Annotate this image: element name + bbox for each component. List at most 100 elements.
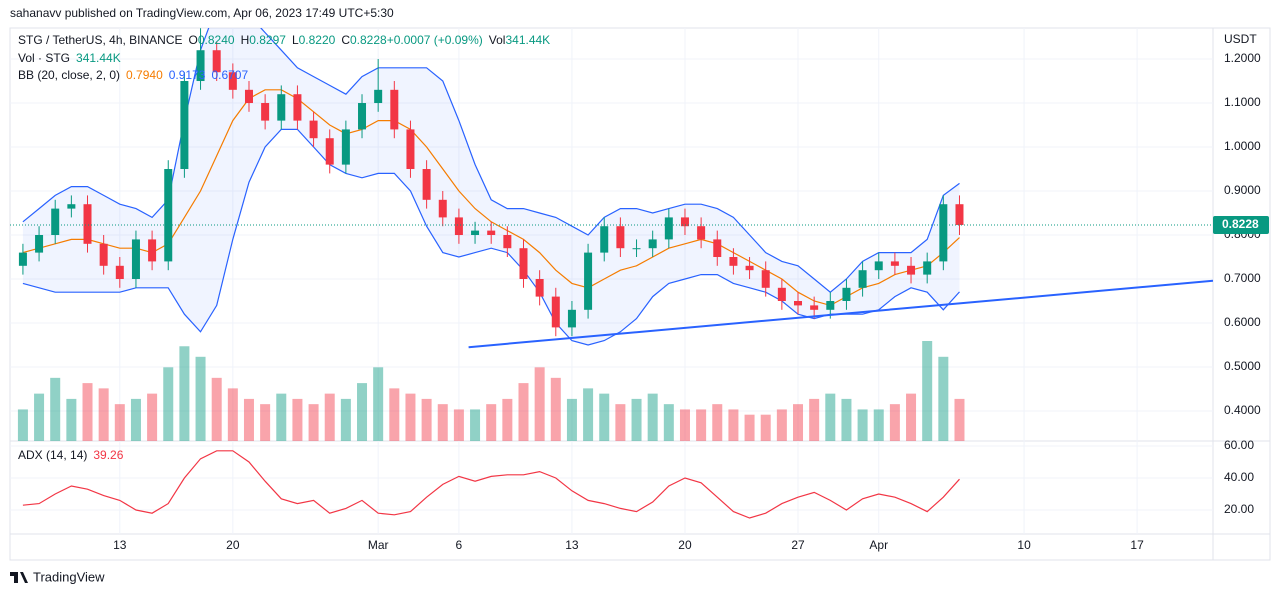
candle-body <box>939 204 948 262</box>
trendline <box>468 279 1213 349</box>
volume-bar <box>260 404 271 441</box>
candle-body <box>341 129 350 165</box>
price-tag <box>1213 215 1269 234</box>
x-tick-label: 10 <box>1017 538 1031 552</box>
x-tick-label: 13 <box>565 538 579 552</box>
bb-legend: BB (20, close, 2, 0) 0.7940 0.9173 0.6707 <box>18 68 248 82</box>
volume-bar <box>211 377 222 441</box>
ohlc-key: H <box>241 33 250 47</box>
volume-bar <box>66 398 77 441</box>
candle-body <box>374 89 383 104</box>
candle-body <box>51 208 60 236</box>
ohlc-value: 341.44K <box>505 33 550 47</box>
candle-body <box>196 50 205 82</box>
adx-line <box>22 450 960 519</box>
x-tick-label: Mar <box>368 538 389 552</box>
ohlc-key: L <box>292 33 299 47</box>
volume-bar <box>857 409 868 441</box>
x-tick-label: 17 <box>1130 538 1144 552</box>
candle-body <box>35 235 44 253</box>
candle-body <box>471 230 480 236</box>
y-tick-label: 0.9000 <box>1224 183 1261 197</box>
volume-bar <box>179 346 190 441</box>
candle-body <box>67 204 76 209</box>
band-fill <box>22 28 960 345</box>
y-tick-label: 20.00 <box>1224 502 1254 516</box>
volume-bar <box>276 393 287 441</box>
candle-body <box>697 226 706 240</box>
y-tick-label: 1.1000 <box>1224 95 1261 109</box>
volume-bar <box>518 383 529 441</box>
candle-body <box>487 230 496 236</box>
candle-body <box>212 50 221 73</box>
candle-body <box>277 94 286 121</box>
y-tick-label: 40.00 <box>1224 470 1254 484</box>
ohlc-value: 0.8228 <box>350 33 387 47</box>
volume-bar <box>599 393 610 441</box>
candle-body <box>293 94 302 121</box>
volume-bar <box>50 377 61 441</box>
volume-bar <box>453 409 464 441</box>
volume-bar <box>776 409 787 441</box>
volume-bar <box>243 398 254 441</box>
volume-bar <box>938 356 949 441</box>
volume-bar <box>147 393 158 441</box>
x-tick-label: 20 <box>678 538 692 552</box>
candle-body <box>745 265 754 271</box>
volume-bar <box>114 404 125 441</box>
volume-bar <box>873 409 884 441</box>
candle-body <box>890 261 899 266</box>
volume-bar <box>566 398 577 441</box>
volume-bar <box>550 377 561 441</box>
candle-body <box>309 120 318 139</box>
candle-body <box>438 199 447 218</box>
volume-bar <box>583 388 594 441</box>
bb-upper <box>22 28 960 293</box>
candle-body <box>390 89 399 130</box>
vol-legend: Vol · STG 341.44K <box>18 51 121 65</box>
volume-bar <box>405 393 416 441</box>
y-tick-label: 60.00 <box>1224 438 1254 452</box>
y-tick-label: 0.5000 <box>1224 359 1261 373</box>
bb-title: BB (20, close, 2, 0) <box>18 68 120 82</box>
brand-logo <box>10 572 28 583</box>
candle-body <box>551 296 560 328</box>
ohlc-key: C <box>341 33 350 47</box>
price-tag-label: 0.8228 <box>1222 217 1259 231</box>
y-tick-label: 0.6000 <box>1224 315 1261 329</box>
candle-body <box>406 129 415 170</box>
candle-body <box>164 169 173 262</box>
volume-bar <box>163 367 174 441</box>
volume-bar <box>292 398 303 441</box>
labels: sahanavv published on TradingView.com, A… <box>10 6 1269 584</box>
volume-bar <box>760 414 771 441</box>
candle-body <box>99 243 108 266</box>
volume-bar <box>712 404 723 441</box>
candle-body <box>83 204 92 244</box>
candle-body <box>503 235 512 249</box>
vol-value: 341.44K <box>76 51 121 65</box>
volume-bar <box>227 388 238 441</box>
y-tick-label: 0.4000 <box>1224 403 1261 417</box>
candle-body <box>261 103 270 121</box>
volume-bar <box>486 404 497 441</box>
candle-body <box>148 239 157 262</box>
y-tick-label: 1.2000 <box>1224 51 1261 65</box>
volume-bar <box>324 393 335 441</box>
ohlc-value: +0.0007 (+0.09%) <box>387 33 483 47</box>
volume-bar <box>470 409 481 441</box>
vol-title: Vol · STG <box>18 51 70 65</box>
candle-body <box>422 169 431 200</box>
candle-body <box>713 239 722 258</box>
brand: TradingView <box>33 569 105 584</box>
volume-bar <box>130 398 141 441</box>
candle-body <box>729 257 738 266</box>
volume-bar <box>906 393 917 441</box>
candle-body <box>228 72 237 90</box>
volume-bar <box>631 398 642 441</box>
x-tick-label: 27 <box>791 538 805 552</box>
volume-bar <box>954 398 965 441</box>
volume-bar <box>82 383 93 441</box>
x-tick-label: 6 <box>456 538 463 552</box>
